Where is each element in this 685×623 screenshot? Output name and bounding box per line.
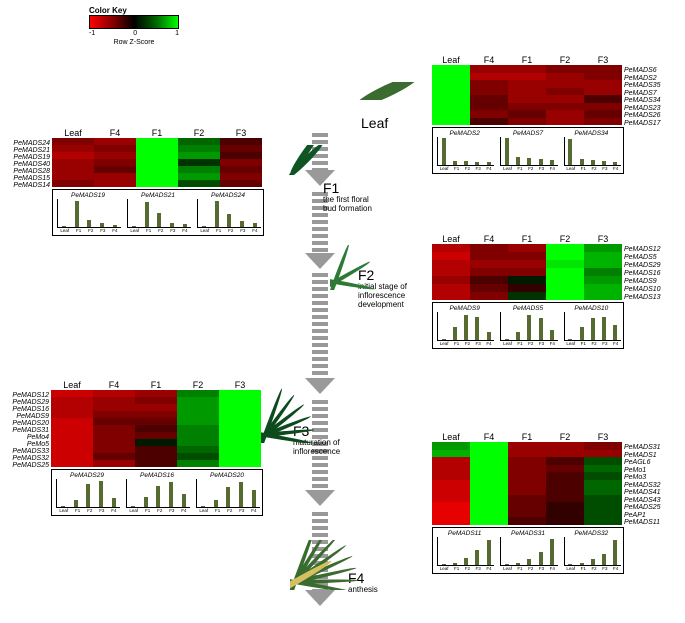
col-label: F1 [136, 128, 178, 138]
row-labels: PeMADS31PeMADS1PeAGL6PeMo1PeMo3PeMADS32P… [624, 444, 661, 527]
col-label: F1 [135, 380, 177, 390]
heatmap-f4: LeafF4F1F2F3PeMADS31PeMADS1PeAGL6PeMo1Pe… [432, 432, 622, 574]
barchart-panel: PeMADS29LeafF1F2F3F4PeMADS16LeafF1F2F3F4… [51, 469, 263, 516]
col-label: Leaf [51, 380, 93, 390]
plant-icon [330, 245, 385, 295]
col-label: F1 [508, 432, 546, 442]
col-label: Leaf [432, 234, 470, 244]
col-label: F3 [220, 128, 262, 138]
barchart-panel: PeMADS2LeafF1F2F3F4PeMADS7LeafF1F2F3F4Pe… [432, 127, 624, 174]
plant-icon [352, 82, 422, 105]
col-label: F4 [470, 55, 508, 65]
col-label: F3 [584, 55, 622, 65]
col-label: Leaf [52, 128, 94, 138]
col-label: Leaf [432, 55, 470, 65]
col-label: F4 [94, 128, 136, 138]
heatmap-f1: LeafF4F1F2F3PeMADS24PeMADS21PeMADS19PeMA… [52, 128, 262, 236]
arrow-head [305, 490, 335, 506]
col-label: F1 [508, 234, 546, 244]
col-label: F2 [546, 432, 584, 442]
stage-label: Leaf [361, 115, 388, 131]
heatmap-leaf: LeafF4F1F2F3PeMADS6PeMADS2PeMADS35PeMADS… [432, 55, 622, 174]
colorkey-sub: Row Z-Score [89, 39, 179, 46]
col-label: F3 [584, 234, 622, 244]
heatmap-f3: LeafF4F1F2F3PeMADS12PeMADS29PeMADS16PeMA… [51, 380, 261, 516]
heatmap-grid [432, 65, 622, 125]
heatmap-grid [432, 244, 622, 300]
heatmap-grid [432, 442, 622, 525]
row-labels: PeMADS6PeMADS2PeMADS35PeMADS7PeMADS34PeM… [624, 67, 661, 127]
col-label: F2 [546, 55, 584, 65]
colorkey-title: Color Key [89, 6, 179, 15]
heatmap-grid [51, 390, 261, 467]
col-label: Leaf [432, 432, 470, 442]
arrow-segment [312, 273, 328, 378]
heatmap-f2: LeafF4F1F2F3PeMADS12PeMADS5PeMADS29PeMAD… [432, 234, 622, 349]
plant-icon [260, 388, 325, 448]
stage-label: F1the first floralbud formation [323, 180, 372, 214]
plant-icon [290, 540, 370, 595]
col-label: F3 [584, 432, 622, 442]
barchart-panel: PeMADS19LeafF1F2F3F4PeMADS21LeafF1F2F3F4… [52, 189, 264, 236]
colorkey-gradient [89, 15, 179, 29]
row-labels: PeMADS12PeMADS29PeMADS16PeMADS9PeMADS20P… [12, 392, 49, 469]
row-labels: PeMADS12PeMADS5PeMADS29PeMADS16PeMADS9Pe… [624, 246, 661, 302]
col-label: F4 [470, 432, 508, 442]
barchart-panel: PeMADS11LeafF1F2F3F4PeMADS31LeafF1F2F3F4… [432, 527, 624, 574]
col-label: F2 [178, 128, 220, 138]
col-label: F1 [508, 55, 546, 65]
col-label: F4 [470, 234, 508, 244]
col-label: F2 [177, 380, 219, 390]
barchart-panel: PeMADS9LeafF1F2F3F4PeMADS5LeafF1F2F3F4Pe… [432, 302, 624, 349]
plant-icon [280, 145, 330, 180]
row-labels: PeMADS24PeMADS21PeMADS19PeMADS40PeMADS28… [13, 140, 50, 189]
col-label: F4 [93, 380, 135, 390]
color-key: Color Key-101Row Z-Score [89, 6, 179, 46]
heatmap-grid [52, 138, 262, 187]
col-label: F2 [546, 234, 584, 244]
col-label: F3 [219, 380, 261, 390]
